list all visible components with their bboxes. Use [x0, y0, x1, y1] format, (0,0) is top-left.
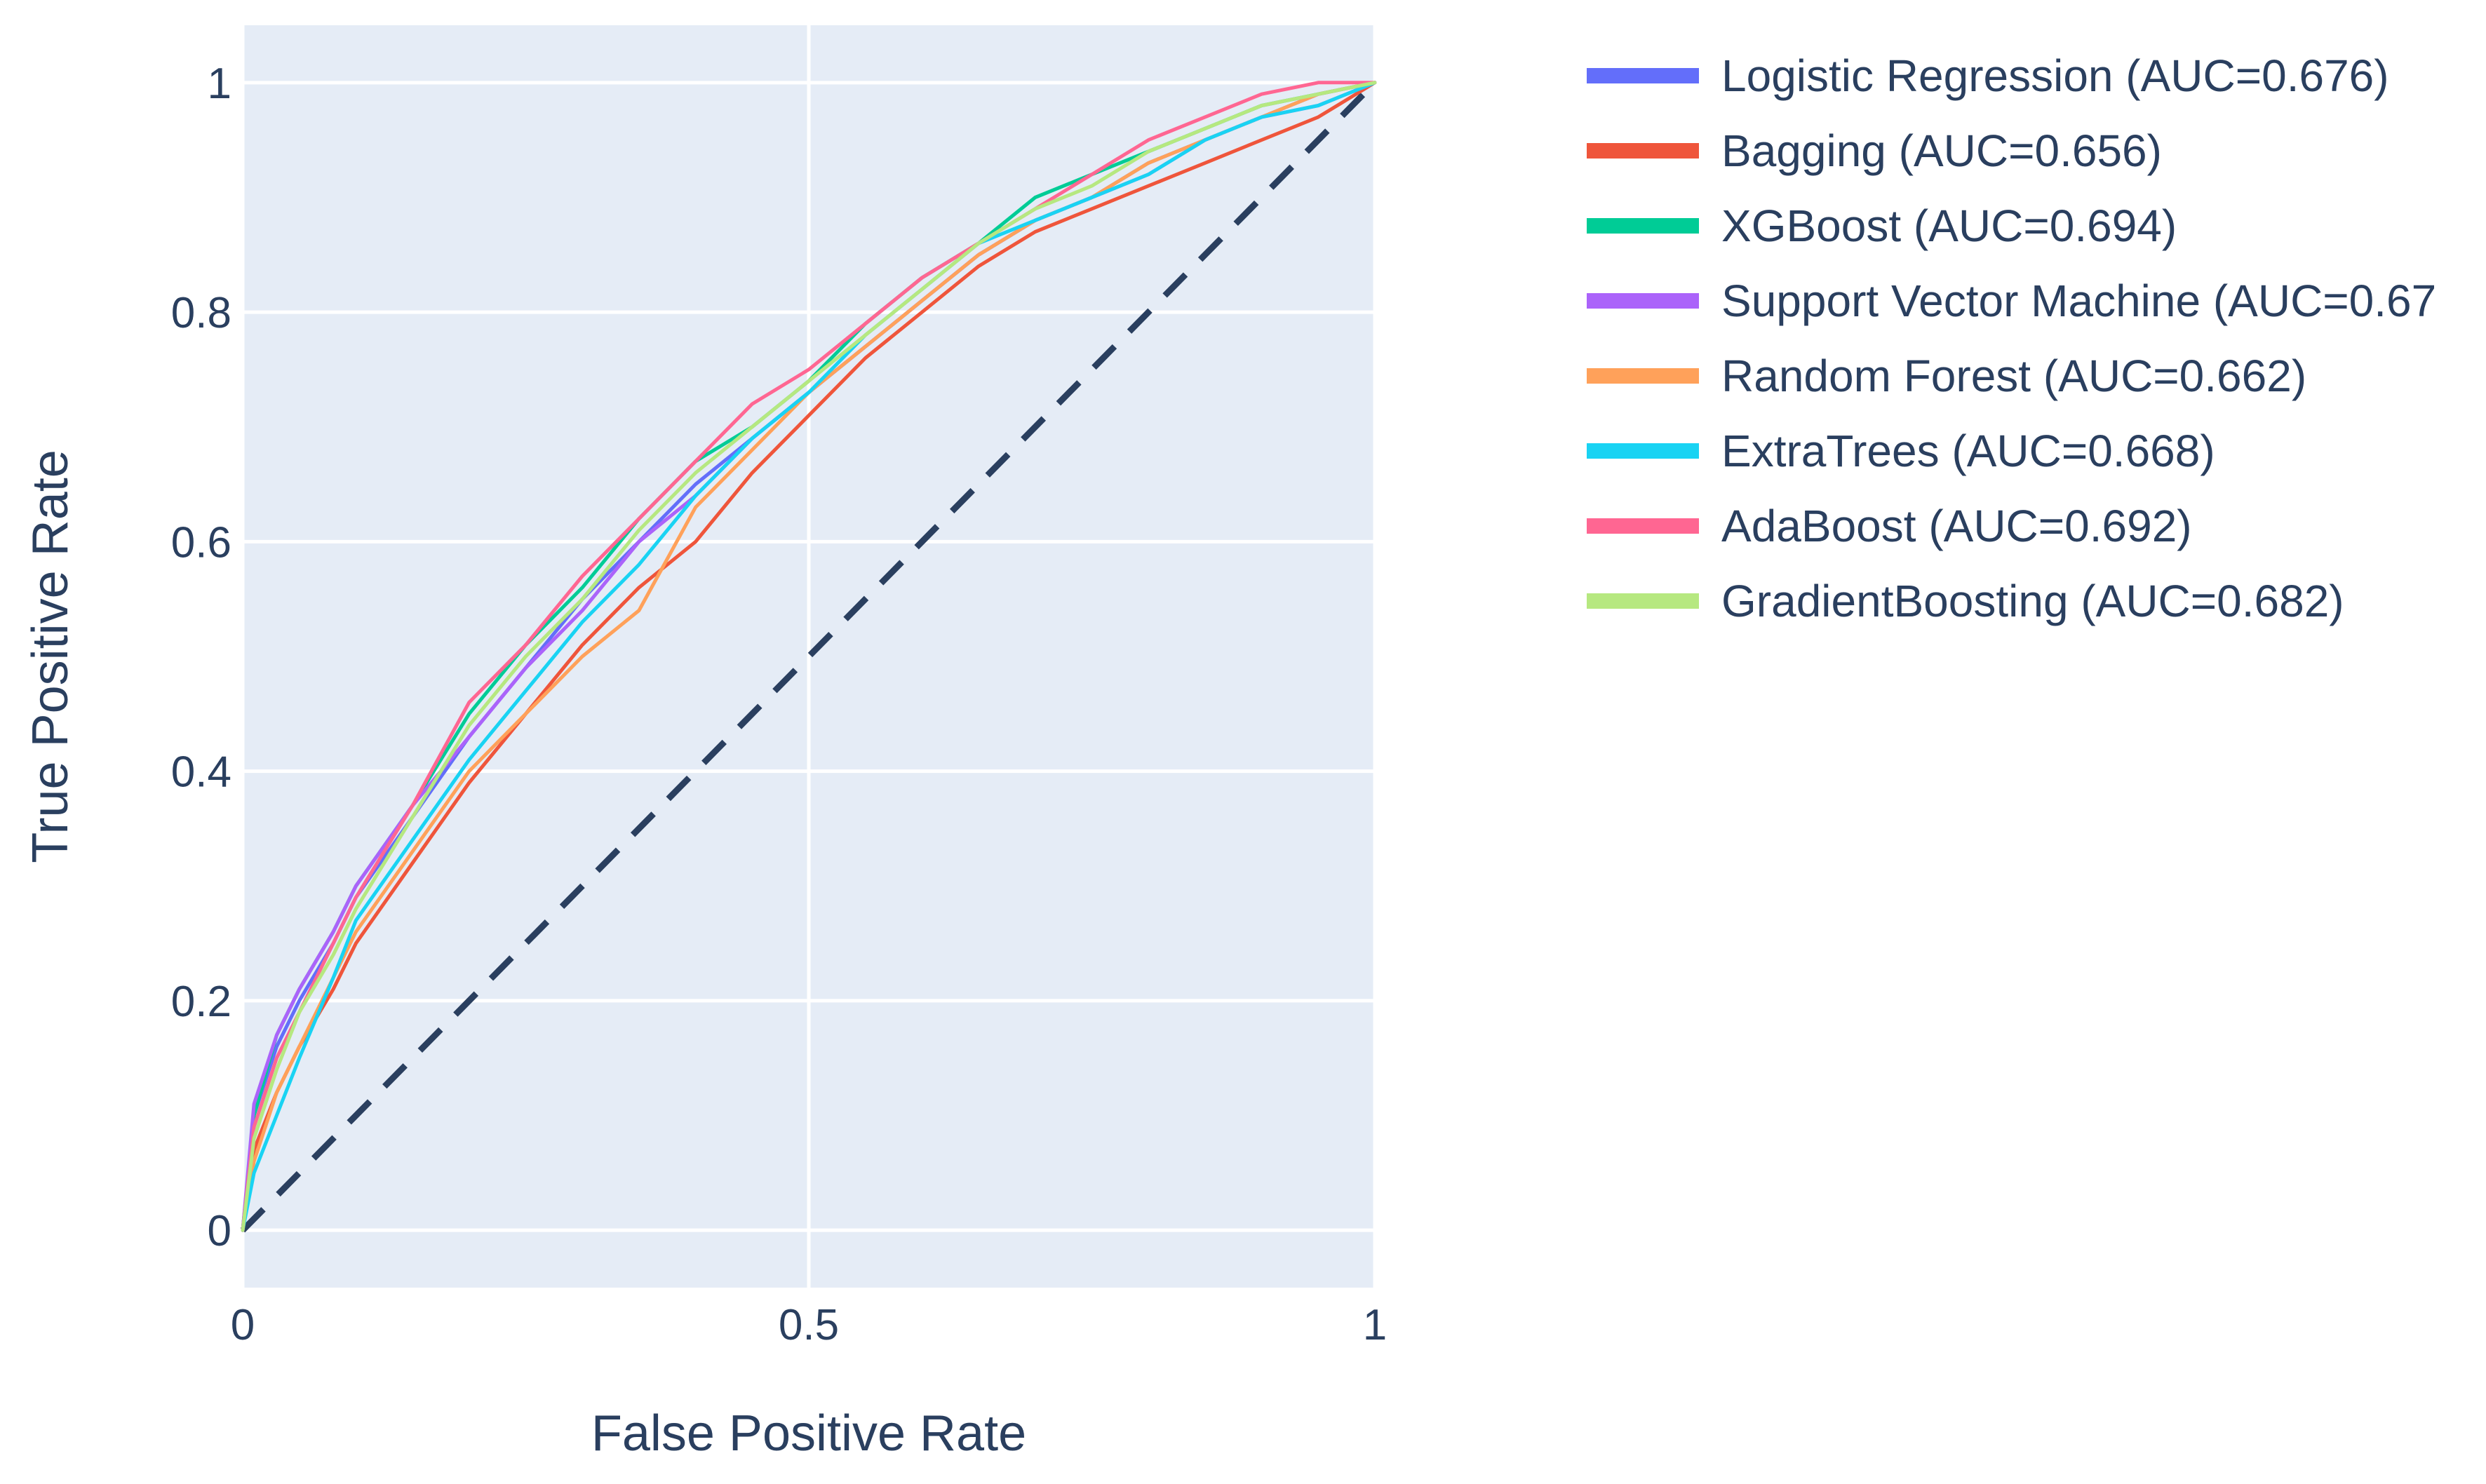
y-tick-label-1: 0.2 — [171, 978, 231, 1026]
roc-curve-6 — [241, 81, 1377, 1232]
chance-reference-line — [240, 80, 1378, 1233]
legend-label-6: AdaBoost (AUC=0.692) — [1721, 501, 2192, 551]
y-axis-title: True Positive Rate — [22, 450, 79, 863]
roc-curve-1 — [241, 81, 1377, 1232]
legend-label-5: ExtraTrees (AUC=0.668) — [1721, 426, 2215, 476]
legend-label-0: Logistic Regression (AUC=0.676) — [1721, 50, 2389, 101]
legend-label-1: Bagging (AUC=0.656) — [1721, 126, 2162, 176]
roc-curve-5 — [241, 81, 1377, 1232]
roc-curves — [241, 81, 1377, 1232]
roc-curve-7 — [241, 81, 1377, 1232]
legend-label-4: Random Forest (AUC=0.662) — [1721, 351, 2306, 401]
y-tick-label-2: 0.4 — [171, 748, 231, 797]
legend-label-2: XGBoost (AUC=0.694) — [1721, 201, 2177, 251]
legend-label-7: GradientBoosting (AUC=0.682) — [1721, 576, 2344, 626]
y-axis-ticks: 0 0.2 0.4 0.6 0.8 1 — [171, 60, 231, 1255]
legend: Logistic Regression (AUC=0.676) Bagging (… — [1587, 50, 2436, 626]
x-tick-label-1: 0.5 — [779, 1301, 839, 1349]
x-axis-title: False Positive Rate — [591, 1405, 1026, 1462]
y-tick-label-5: 1 — [208, 60, 231, 108]
x-tick-label-0: 0 — [231, 1301, 255, 1349]
x-axis-ticks: 0 0.5 1 — [231, 1301, 1387, 1349]
y-tick-label-0: 0 — [208, 1207, 231, 1255]
x-tick-label-2: 1 — [1363, 1301, 1387, 1349]
y-tick-label-4: 0.8 — [171, 289, 231, 337]
y-tick-label-3: 0.6 — [171, 518, 231, 567]
legend-label-3: Support Vector Machine (AUC=0.67 — [1721, 276, 2436, 326]
